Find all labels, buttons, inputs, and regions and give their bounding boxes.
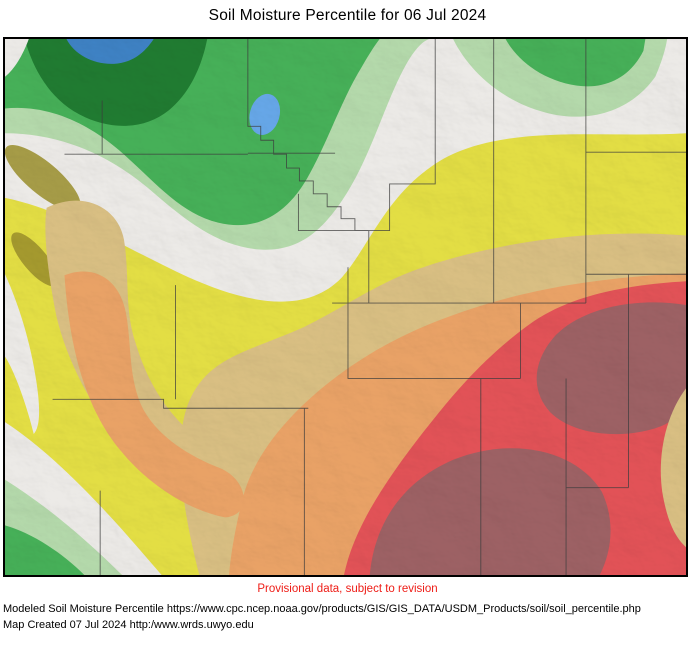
county-line [347, 267, 521, 379]
map-canvas [5, 39, 686, 575]
county-line [566, 274, 629, 489]
footer-credits: Modeled Soil Moisture Percentile https:/… [3, 601, 693, 633]
hillshade-fine-texture [5, 39, 686, 575]
county-boundaries [52, 39, 686, 575]
footer-created-line: Map Created 07 Jul 2024 http:/www.wrds.u… [3, 619, 254, 631]
county-line [332, 230, 586, 304]
county-line [247, 39, 369, 232]
page-title: Soil Moisture Percentile for 06 Jul 2024 [208, 7, 487, 24]
county-line [368, 39, 436, 232]
provisional-caption: Provisional data, subject to revision [257, 583, 438, 595]
footer-source-line: Modeled Soil Moisture Percentile https:/… [3, 603, 641, 615]
soil-moisture-map [3, 37, 688, 577]
county-line [64, 100, 248, 155]
county-line [52, 398, 309, 575]
county-line [297, 193, 369, 232]
